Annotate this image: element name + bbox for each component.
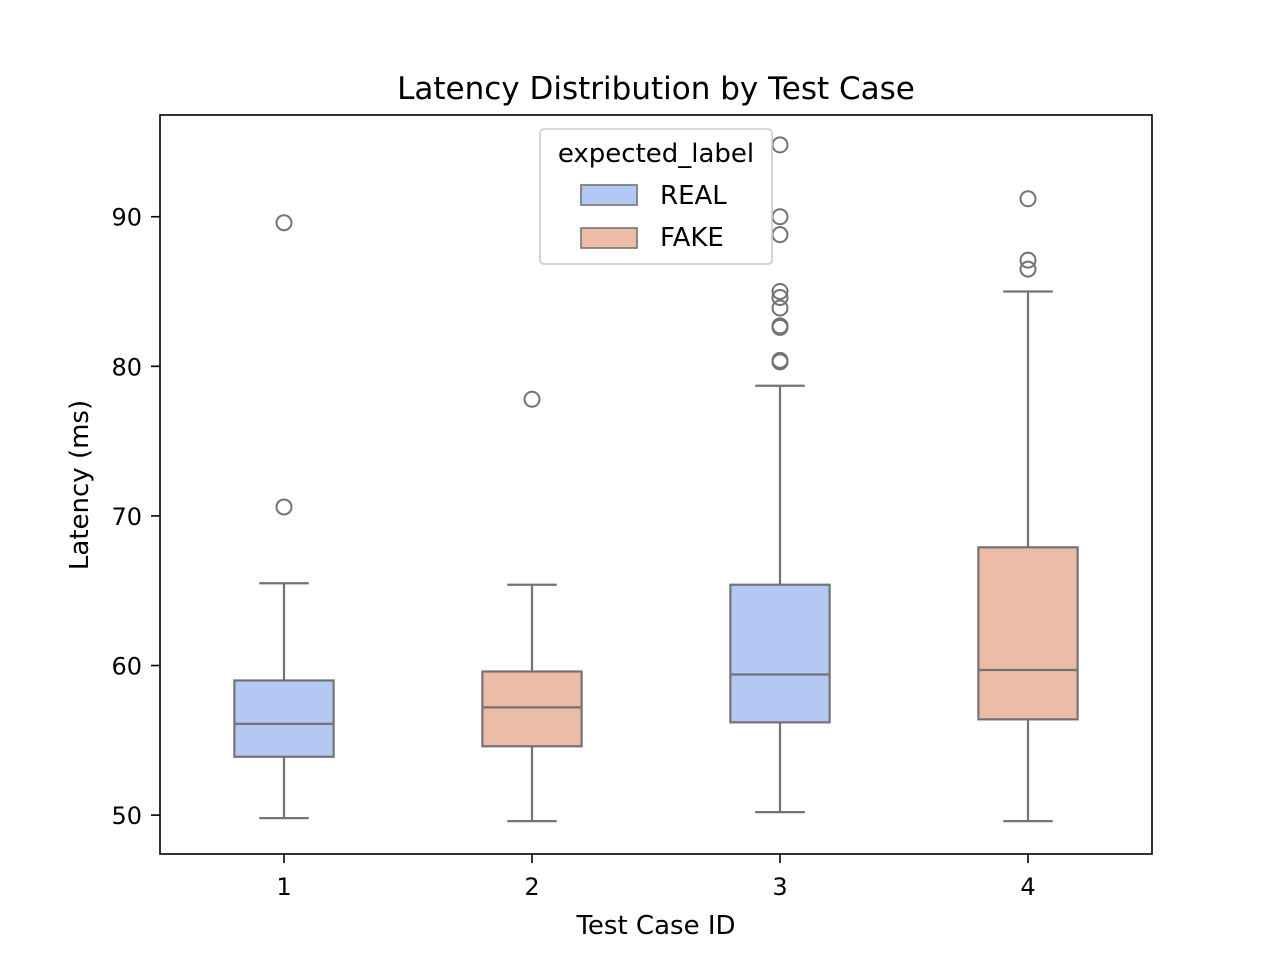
plot-marks (233, 136, 1079, 823)
outlier-point-3-0 (771, 136, 789, 154)
legend-swatch-fake (580, 227, 638, 249)
box-group-2 (481, 390, 583, 823)
outlier-point-1-0 (275, 214, 293, 232)
outlier-point-3-9 (771, 353, 789, 371)
outlier-point-3-5 (771, 299, 789, 317)
outlier-point-1-1 (275, 498, 293, 516)
legend-label-fake: FAKE (660, 223, 724, 253)
legend-title: expected_label (558, 139, 754, 169)
x-axis-label: Test Case ID (575, 911, 735, 941)
box-iqr-4 (977, 546, 1079, 721)
y-tick-label-50: 50 (111, 802, 142, 830)
outlier-point-3-7 (771, 318, 789, 336)
y-axis-label: Latency (ms) (65, 400, 95, 570)
legend-label-real: REAL (660, 181, 727, 211)
box-iqr-3 (729, 583, 831, 724)
y-tick-label-80: 80 (111, 353, 142, 381)
legend: expected_label REAL FAKE (539, 128, 773, 265)
y-axis-ticks: 50 60 70 80 90 (111, 204, 160, 830)
x-tick-label-1: 1 (276, 873, 291, 901)
x-axis-ticks: 1 2 3 4 (276, 854, 1036, 901)
box-iqr-2 (481, 670, 583, 748)
chart-title: Latency Distribution by Test Case (397, 71, 915, 107)
outlier-point-4-2 (1019, 260, 1037, 278)
outlier-point-3-4 (771, 289, 789, 307)
y-tick-label-90: 90 (111, 204, 142, 232)
box-group-1 (233, 214, 335, 820)
box-iqr-1 (233, 679, 335, 758)
outlier-point-4-1 (1019, 251, 1037, 269)
x-tick-label-4: 4 (1020, 873, 1035, 901)
plot-frame (159, 114, 1153, 855)
x-tick-label-3: 3 (772, 873, 787, 901)
outlier-point-4-0 (1019, 190, 1037, 208)
x-tick-label-2: 2 (524, 873, 539, 901)
outlier-point-3-1 (771, 208, 789, 226)
box-group-3 (729, 136, 831, 814)
box-group-4 (977, 190, 1079, 823)
legend-swatch-real (580, 184, 638, 206)
outlier-point-3-2 (771, 226, 789, 244)
outlier-point-2-0 (523, 390, 541, 408)
y-tick-label-70: 70 (111, 503, 142, 531)
outlier-point-3-3 (771, 283, 789, 301)
y-tick-label-60: 60 (111, 653, 142, 681)
